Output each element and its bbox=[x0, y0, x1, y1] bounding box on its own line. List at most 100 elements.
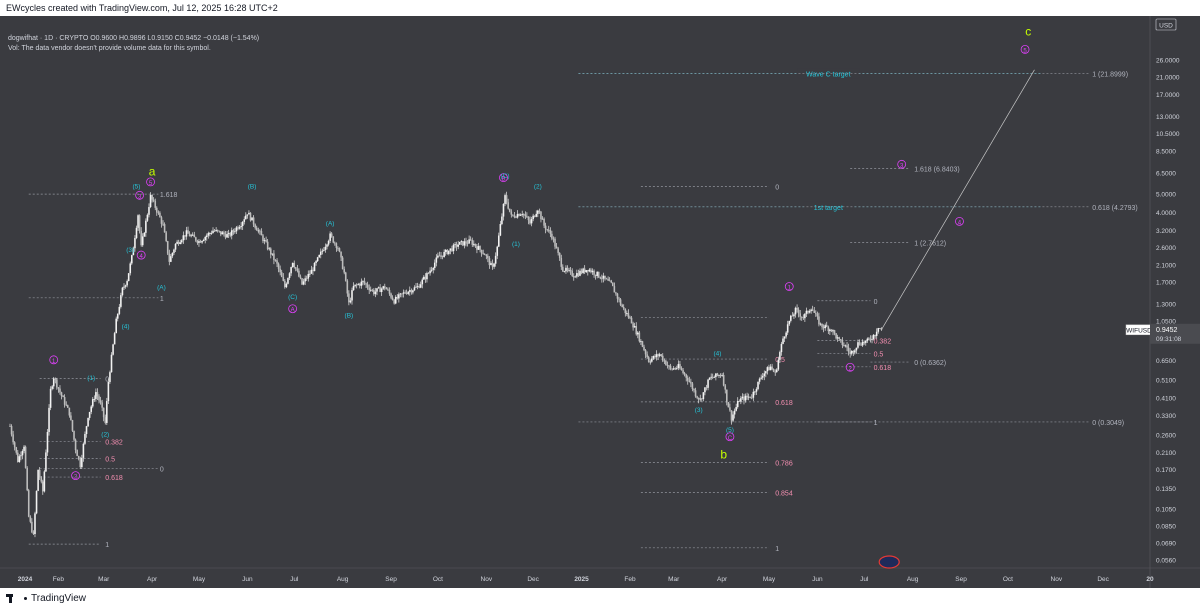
tradingview-logo[interactable]: TradingView bbox=[6, 593, 86, 604]
last-price-value: 0.9452 bbox=[1156, 327, 1178, 334]
candle-body bbox=[629, 317, 631, 319]
wave-label-circle bbox=[135, 190, 145, 200]
candle-body bbox=[860, 344, 862, 346]
candle-body bbox=[18, 456, 21, 462]
candle-body bbox=[62, 396, 64, 398]
candle-body bbox=[262, 235, 264, 242]
candle-body bbox=[875, 331, 878, 336]
candle-body bbox=[752, 391, 755, 398]
candle-body bbox=[799, 313, 801, 317]
candle-body bbox=[366, 284, 369, 288]
candle-body bbox=[863, 341, 866, 343]
candle-body bbox=[513, 215, 516, 218]
candle-body bbox=[582, 268, 584, 273]
candle-body bbox=[190, 235, 192, 237]
candle-body bbox=[81, 457, 83, 468]
candle-body bbox=[141, 236, 144, 246]
candle-body bbox=[597, 271, 600, 278]
candle-body bbox=[632, 323, 634, 328]
candle-body bbox=[521, 214, 524, 215]
candle-body bbox=[65, 404, 68, 406]
candle-body bbox=[733, 410, 736, 415]
price-tick-label: 4.0000 bbox=[1156, 210, 1176, 217]
candle-body bbox=[338, 248, 341, 252]
candle-body bbox=[669, 365, 672, 369]
candle-body bbox=[835, 333, 837, 339]
candle-body bbox=[241, 221, 244, 227]
candle-body bbox=[485, 255, 488, 256]
time-tick-label: Aug bbox=[907, 576, 919, 583]
wave-label-intermediate: 4 bbox=[140, 254, 144, 260]
candle-body bbox=[127, 273, 130, 282]
fib-level-label: 1st target bbox=[814, 205, 843, 212]
candle-body bbox=[329, 233, 331, 241]
candle-body bbox=[468, 239, 470, 244]
chart-svg[interactable]: 1.618 1 0 0.382 0.5 0.618 0 1 Wave C target 1 (21… bbox=[0, 16, 1200, 588]
candle-body bbox=[359, 284, 361, 286]
candle-body bbox=[633, 326, 636, 328]
candle-body bbox=[861, 341, 864, 346]
wave-label-circle bbox=[784, 282, 794, 291]
candle-body bbox=[649, 361, 652, 363]
candle-body bbox=[298, 270, 300, 277]
wave-label-circle bbox=[136, 250, 146, 260]
candle-body bbox=[604, 275, 606, 279]
price-tick-label: 0.0850 bbox=[1156, 523, 1176, 530]
time-tick-label: Sep bbox=[385, 576, 397, 583]
time-tick-label: 20 bbox=[1146, 576, 1154, 583]
candle-body bbox=[577, 273, 580, 276]
candle-body bbox=[847, 347, 850, 352]
candle-body bbox=[255, 227, 258, 231]
candle-body bbox=[815, 312, 817, 314]
candle-body bbox=[880, 328, 883, 330]
candle-body bbox=[346, 280, 349, 294]
candle-body bbox=[730, 410, 733, 421]
fib-level-label: 1 bbox=[775, 546, 779, 553]
candle-body bbox=[394, 296, 397, 304]
candle-body bbox=[540, 211, 542, 220]
candle-body bbox=[377, 287, 380, 289]
candle-body bbox=[494, 255, 497, 264]
candle-body bbox=[619, 299, 622, 305]
candle-body bbox=[444, 249, 447, 252]
candle-body bbox=[102, 407, 105, 418]
candle-body bbox=[40, 477, 43, 482]
candle-body bbox=[825, 325, 828, 327]
candle-body bbox=[452, 244, 455, 252]
candle-body bbox=[237, 227, 239, 229]
candle-body bbox=[554, 238, 556, 247]
candle-body bbox=[349, 300, 352, 303]
candle-body bbox=[220, 231, 222, 235]
candle-body bbox=[713, 377, 716, 378]
price-tick-label: 0.2600 bbox=[1156, 432, 1176, 439]
candle-body bbox=[145, 220, 147, 233]
candle-body bbox=[541, 218, 544, 220]
candle-body bbox=[725, 389, 728, 403]
candle-body bbox=[530, 219, 533, 224]
candle-body bbox=[229, 233, 231, 236]
candle-body bbox=[288, 273, 291, 279]
candle-body bbox=[438, 255, 441, 257]
candle-body bbox=[749, 396, 752, 398]
candle-body bbox=[701, 398, 703, 400]
price-tick-label: 1.3000 bbox=[1156, 301, 1176, 308]
candle-body bbox=[663, 360, 666, 362]
chart-area[interactable]: 1.618 1 0 0.382 0.5 0.618 0 1 Wave C target 1 (21… bbox=[0, 16, 1200, 588]
candle-body bbox=[672, 368, 675, 370]
candle-body bbox=[230, 230, 233, 236]
wave-label-minor: (C) bbox=[501, 173, 510, 180]
time-tick-label: May bbox=[193, 576, 206, 583]
candle-body bbox=[56, 379, 58, 388]
candle-body bbox=[688, 380, 691, 382]
candle-body bbox=[104, 417, 107, 423]
candle-body bbox=[671, 368, 673, 370]
candle-body bbox=[45, 452, 47, 472]
candle-body bbox=[188, 233, 191, 237]
wave-label-minor: (3) bbox=[695, 407, 703, 414]
candle-body bbox=[640, 341, 642, 342]
candle-body bbox=[754, 391, 756, 393]
candle-body bbox=[565, 267, 567, 272]
candle-body bbox=[402, 292, 405, 294]
candle-body bbox=[466, 243, 469, 245]
candle-body bbox=[52, 378, 55, 387]
